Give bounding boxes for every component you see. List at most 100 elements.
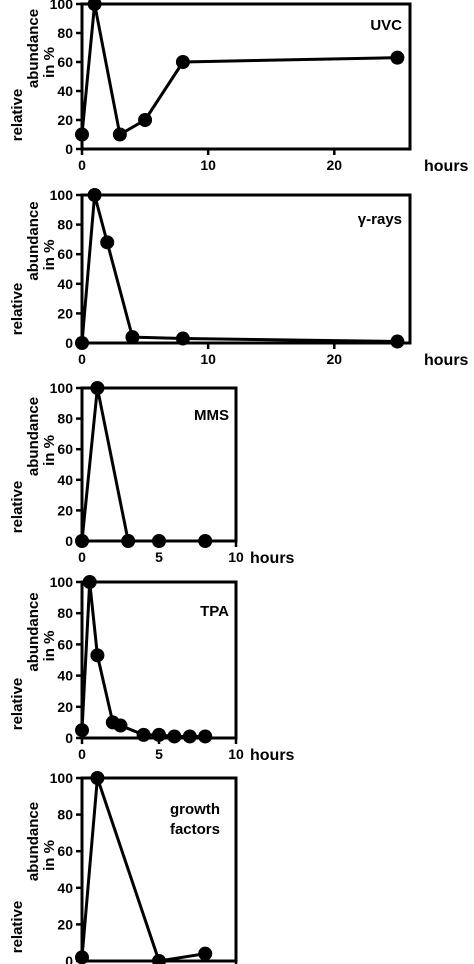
y-tick-label: 0 (65, 335, 73, 351)
panel-label: MMS (194, 407, 229, 424)
y-tick-label: 60 (57, 636, 73, 652)
data-point (90, 771, 105, 785)
y-axis-label-line: relative (9, 678, 26, 731)
x-tick-label: 10 (228, 549, 244, 565)
x-tick-label: 10 (228, 746, 244, 762)
y-tick-label: 80 (57, 217, 73, 233)
y-tick-label: 80 (57, 807, 73, 823)
y-tick-label: 60 (57, 54, 73, 70)
x-tick-label: 0 (78, 351, 86, 367)
y-tick-label: 100 (50, 770, 74, 786)
x-tick-label: 5 (155, 746, 163, 762)
data-point (90, 648, 105, 663)
data-point (198, 946, 213, 961)
y-tick-label: 20 (57, 699, 73, 715)
data-point (75, 534, 89, 548)
data-point (390, 50, 405, 65)
x-tick-label: 0 (78, 549, 86, 565)
data-point (152, 534, 166, 548)
panel-label: γ-rays (358, 211, 402, 228)
y-tick-label: 40 (57, 83, 73, 99)
y-axis-label-line: in % (41, 240, 58, 271)
data-point (112, 127, 127, 142)
y-axis-label-line: abundance (25, 201, 42, 280)
y-tick-label: 60 (57, 441, 73, 457)
x-tick-label: 0 (78, 157, 86, 173)
series-line (80, 776, 206, 963)
chart-panel-5: 0204060801000510hoursrelativeabundancein… (9, 770, 238, 964)
y-tick-label: 40 (57, 668, 73, 684)
panel-label: growth (170, 801, 220, 818)
data-point (75, 336, 89, 350)
series-line (80, 580, 206, 738)
y-tick-label: 20 (57, 916, 73, 932)
y-tick-label: 60 (57, 246, 73, 262)
y-tick-label: 20 (57, 305, 73, 321)
y-tick-label: 80 (57, 25, 73, 41)
y-tick-label: 100 (50, 574, 74, 590)
x-tick-label: 5 (155, 549, 163, 565)
data-point (125, 330, 140, 345)
data-point (121, 534, 136, 548)
data-point (175, 55, 190, 69)
data-point (82, 575, 97, 589)
y-tick-label: 80 (57, 605, 73, 621)
y-axis-label-line: in % (41, 435, 58, 466)
y-tick-label: 60 (57, 843, 73, 859)
data-point (113, 718, 128, 733)
x-tick-label: 10 (200, 351, 216, 367)
chart-panel-4: 0 20 40 60 80 100 0 5 10 hours relative abundance in… (9, 574, 295, 764)
y-axis-label-line: abundance (25, 592, 42, 671)
x-tick-label: 20 (327, 157, 343, 173)
y-axis-label-line: relative (9, 283, 26, 336)
data-point (390, 334, 405, 349)
y-axis-label-line: in % (41, 47, 58, 78)
x-axis-label: hours (424, 158, 469, 175)
y-tick-label: 0 (65, 533, 73, 549)
y-axis-label-line: in % (41, 631, 58, 662)
y-tick-label: 40 (57, 276, 73, 292)
y-tick-label: 100 (50, 380, 74, 396)
data-point (152, 727, 166, 742)
data-point (75, 127, 89, 142)
panel-label: TPA (200, 603, 229, 620)
y-tick-label: 40 (57, 880, 73, 896)
x-axis-label: hours (250, 747, 295, 764)
data-point (87, 188, 102, 202)
series-line (80, 193, 398, 344)
plot-frame (80, 2, 412, 151)
chart-panel-2: 0 20 40 60 80 100 0 10 20 hours relative abundance i… (9, 187, 469, 369)
y-tick-label: 20 (57, 502, 73, 518)
x-tick-label: 10 (200, 157, 216, 173)
x-axis-label: hours (424, 352, 469, 369)
y-axis-label-line: relative (9, 901, 26, 954)
data-point (198, 729, 213, 744)
y-tick-label: 20 (57, 112, 73, 128)
data-point (75, 950, 89, 964)
plot-frame (80, 193, 412, 345)
x-tick-label: 0 (78, 746, 86, 762)
x-tick-label: 20 (327, 351, 343, 367)
y-tick-label: 0 (65, 953, 73, 964)
data-point (175, 331, 190, 346)
y-axis-label-line: relative (9, 89, 26, 142)
data-point (138, 113, 153, 127)
panel-label: factors (170, 821, 220, 838)
y-axis-label-line: abundance (25, 802, 42, 881)
data-point (167, 729, 182, 744)
y-tick-label: 0 (65, 141, 73, 157)
y-axis-label-line: abundance (25, 397, 42, 476)
y-axis-label-line: relative (9, 481, 26, 534)
data-point (75, 723, 89, 738)
y-tick-label: 80 (57, 411, 73, 427)
data-point (87, 0, 102, 11)
chart-panel-3: 0 20 40 60 80 100 0 5 10 hours relative abundance in… (9, 380, 295, 567)
y-axis-label-line: abundance (25, 9, 42, 88)
series-line (80, 386, 206, 543)
y-tick-label: 0 (65, 730, 73, 746)
y-tick-label: 40 (57, 472, 73, 488)
series-line (80, 2, 398, 136)
panel-label: UVC (370, 17, 402, 34)
